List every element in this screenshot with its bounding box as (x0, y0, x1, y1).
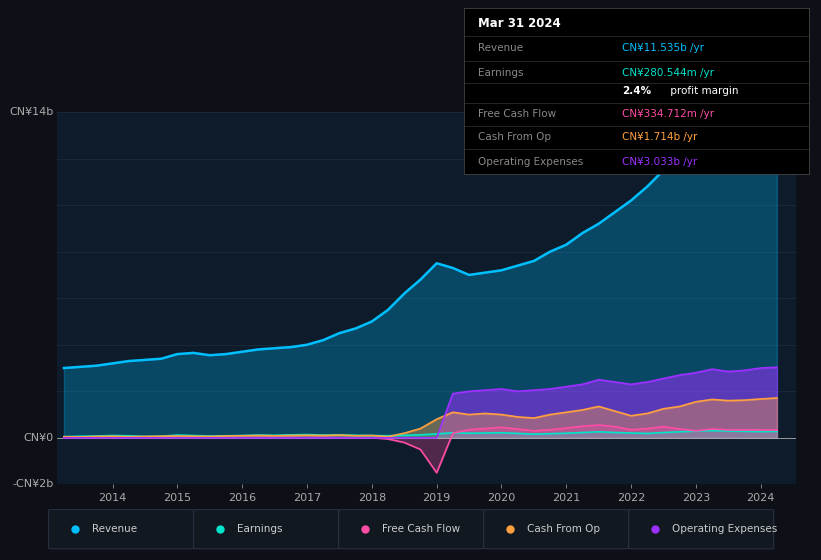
Text: Cash From Op: Cash From Op (527, 524, 599, 534)
Text: profit margin: profit margin (667, 86, 739, 96)
Text: -CN¥2b: -CN¥2b (12, 479, 54, 489)
Text: Cash From Op: Cash From Op (478, 132, 551, 142)
Text: CN¥14b: CN¥14b (10, 107, 54, 117)
Text: Earnings: Earnings (478, 68, 523, 78)
Text: Revenue: Revenue (478, 43, 523, 53)
Text: CN¥11.535b /yr: CN¥11.535b /yr (622, 43, 704, 53)
Text: CN¥1.714b /yr: CN¥1.714b /yr (622, 132, 698, 142)
FancyBboxPatch shape (484, 510, 629, 549)
FancyBboxPatch shape (629, 510, 773, 549)
Text: Operating Expenses: Operating Expenses (478, 157, 583, 167)
FancyBboxPatch shape (48, 510, 194, 549)
Text: Free Cash Flow: Free Cash Flow (382, 524, 460, 534)
FancyBboxPatch shape (338, 510, 484, 549)
Text: Earnings: Earnings (236, 524, 282, 534)
Text: Revenue: Revenue (92, 524, 137, 534)
Text: Mar 31 2024: Mar 31 2024 (478, 17, 561, 30)
FancyBboxPatch shape (194, 510, 338, 549)
Text: Free Cash Flow: Free Cash Flow (478, 109, 556, 119)
Text: 2.4%: 2.4% (622, 86, 652, 96)
Text: CN¥280.544m /yr: CN¥280.544m /yr (622, 68, 714, 78)
Text: CN¥0: CN¥0 (24, 433, 54, 443)
Text: CN¥3.033b /yr: CN¥3.033b /yr (622, 157, 698, 167)
Text: Operating Expenses: Operating Expenses (672, 524, 777, 534)
Text: CN¥334.712m /yr: CN¥334.712m /yr (622, 109, 714, 119)
